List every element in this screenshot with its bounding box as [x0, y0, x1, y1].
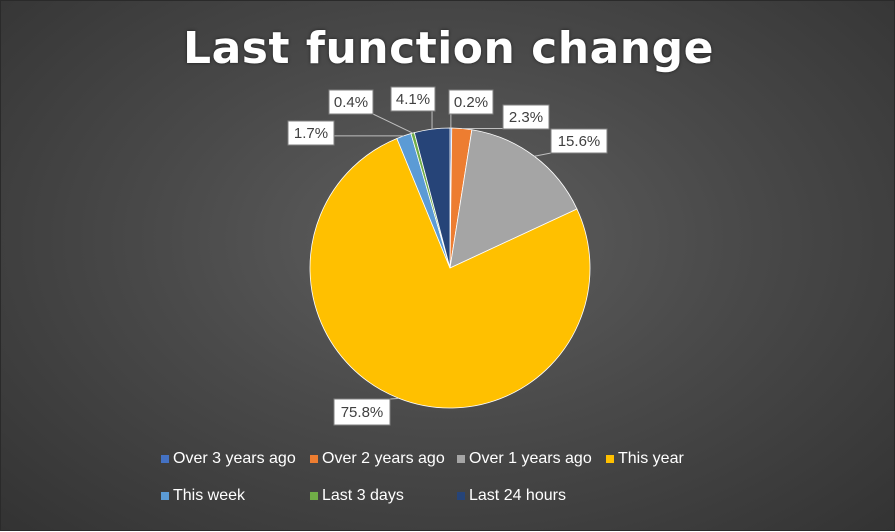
data-label-text: 0.2% — [454, 94, 488, 111]
data-label-last-3-days: 0.4% — [328, 89, 374, 115]
data-label-text: 2.3% — [509, 109, 543, 126]
leader-line-last-3-days — [372, 113, 413, 134]
data-label-this-year: 75.8% — [333, 398, 391, 426]
legend-label: Last 3 days — [322, 487, 404, 504]
legend-label: This year — [618, 450, 684, 467]
data-labels: 0.2% 2.3% 15.6% 75.8% 1.7% 0.4% 4.1% — [287, 86, 608, 426]
legend-swatch — [310, 492, 318, 500]
legend-item-over-2-years-ago: Over 2 years ago — [310, 450, 445, 468]
data-label-text: 0.4% — [334, 94, 368, 111]
chart-title: Last function change — [183, 23, 714, 74]
data-label-text: 1.7% — [294, 125, 328, 142]
data-label-box — [502, 104, 550, 130]
legend-label: Over 1 years ago — [469, 450, 592, 467]
data-label-text: 15.6% — [558, 133, 601, 150]
legend-item-this-year: This year — [606, 450, 684, 468]
data-label-last-24-hours: 4.1% — [390, 86, 436, 112]
legend-item-this-week: This week — [161, 487, 245, 505]
pie-slices — [309, 127, 591, 409]
legend-swatch — [161, 492, 169, 500]
legend-item-last-3-days: Last 3 days — [310, 487, 404, 505]
legend-label: Last 24 hours — [469, 487, 566, 504]
legend-item-over-3-years-ago: Over 3 years ago — [161, 450, 296, 468]
legend-label: Over 2 years ago — [322, 450, 445, 467]
legend-swatch — [161, 455, 169, 463]
legend-item-over-1-years-ago: Over 1 years ago — [457, 450, 592, 468]
legend-swatch — [606, 455, 614, 463]
data-label-box — [328, 89, 374, 115]
legend-swatch — [310, 455, 318, 463]
data-label-box — [448, 89, 494, 115]
legend-label: This week — [173, 487, 246, 504]
legend-label: Over 3 years ago — [173, 450, 296, 467]
pie-slice-this-year — [309, 137, 591, 409]
data-label-box — [390, 86, 436, 112]
leader-line-over-1-years-ago — [534, 152, 552, 157]
legend-swatch — [457, 492, 465, 500]
leader-line-this-year — [389, 397, 399, 400]
data-label-box — [333, 398, 391, 426]
data-label-box — [550, 128, 608, 154]
leader-lines — [334, 111, 552, 400]
data-label-over-2-years-ago: 2.3% — [502, 104, 550, 130]
data-label-text: 4.1% — [396, 91, 430, 108]
data-label-over-1-years-ago: 15.6% — [550, 128, 608, 154]
data-label-text: 75.8% — [341, 404, 384, 421]
data-label-over-3-years-ago: 0.2% — [448, 89, 494, 115]
legend-item-last-24-hours: Last 24 hours — [457, 487, 566, 505]
data-label-box — [287, 120, 335, 146]
pie-slice-over-1-years-ago — [449, 129, 578, 269]
data-label-this-week: 1.7% — [287, 120, 335, 146]
legend-swatch — [457, 455, 465, 463]
